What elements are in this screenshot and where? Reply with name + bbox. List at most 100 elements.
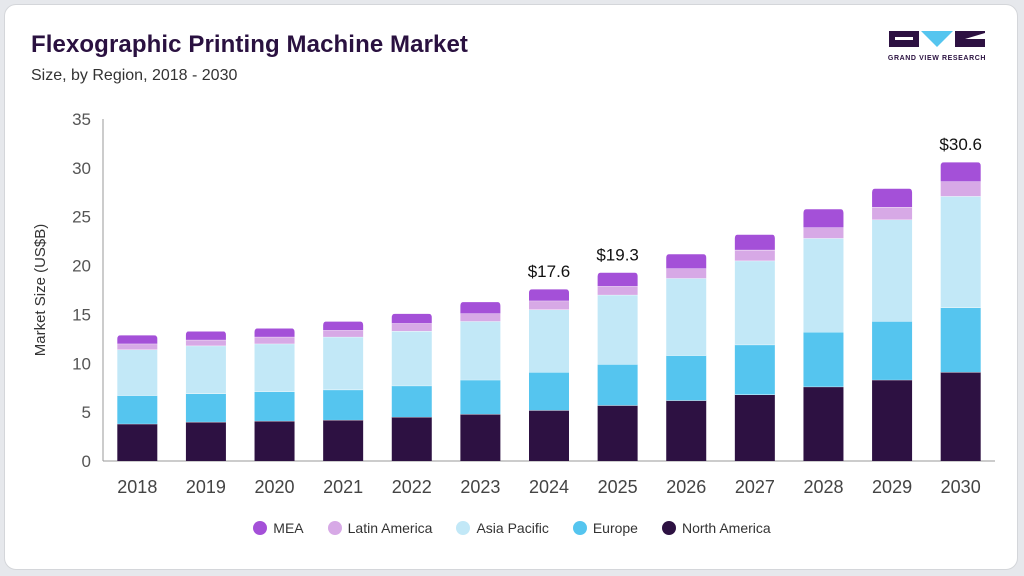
bar-segment-mea [117,334,158,344]
bar-segment-asia-pacific [117,349,158,396]
bar-segment-latin-america [597,286,638,295]
legend-item: Europe [572,520,638,536]
chart-subtitle: Size, by Region, 2018 - 2030 [31,67,238,84]
x-tick-label: 2027 [735,477,775,497]
bar-segment-north-america [460,414,501,461]
bar-segment-latin-america [529,300,569,310]
x-tick-label: 2030 [941,477,981,497]
legend-swatch [572,521,587,535]
bar-segment-north-america [323,419,364,461]
bar-segment-mea [323,321,364,331]
x-tick-label: 2025 [598,477,638,497]
bar-segment-asia-pacific [872,219,913,322]
bar-segment-asia-pacific [666,278,707,356]
data-label: $30.6 [939,135,982,154]
bar-segment-north-america [872,379,913,461]
bar-segment-europe [734,344,775,395]
bar-segment-latin-america [391,323,432,332]
bar-segment-mea [460,301,501,314]
legend-label: MEA [273,520,304,536]
bar-segment-mea [666,253,707,269]
x-tick-label: 2029 [872,477,912,497]
bar-segment-asia-pacific [323,336,364,390]
bar-segment-asia-pacific [254,343,295,392]
x-tick-label: 2019 [186,477,226,497]
legend-label: Asia Pacific [476,520,549,536]
y-tick-label: 30 [72,159,91,178]
x-tick-label: 2026 [666,477,706,497]
bar-segment-asia-pacific [529,309,569,373]
legend-swatch [253,521,268,535]
bar-segment-north-america [254,420,295,461]
bar-segment-europe [323,389,364,420]
legend-swatch [661,521,676,535]
x-tick-label: 2023 [460,477,500,497]
bar-segment-mea [872,188,913,207]
bar-segment-europe [185,393,226,422]
legend-swatch [456,521,471,535]
bar-segment-europe [254,391,295,421]
x-tick-label: 2028 [803,477,843,497]
bar-segment-latin-america [323,330,364,337]
bar-segment-latin-america [666,268,707,279]
y-tick-label: 25 [72,208,91,227]
legend-item: Latin America [327,520,433,536]
bar-segment-europe [391,385,432,418]
bar-segment-north-america [803,386,844,461]
bar-segment-asia-pacific [734,260,775,345]
bar-segment-europe [940,307,981,373]
bar-segment-asia-pacific [597,294,638,365]
x-tick-label: 2022 [392,477,432,497]
chart-legend: MEA Latin America Asia Pacific Europe North … [5,520,1017,536]
bar-segment-mea [803,208,844,228]
bar-segment-north-america [734,394,775,461]
x-tick-label: 2021 [323,477,363,497]
bar-segment-asia-pacific [460,321,501,380]
data-label: $19.3 [596,245,639,264]
bar-segment-mea [597,272,638,287]
bar-segment-north-america [940,372,981,461]
y-axis-label: Market Size (US$B) [32,224,49,357]
logo-wordmark: GRAND VIEW RESEARCH [887,55,987,62]
bar-segment-mea [254,328,295,337]
y-tick-label: 35 [72,110,91,129]
bar-segment-north-america [666,400,707,461]
bar-segment-latin-america [940,181,981,197]
legend-item: MEA [253,520,304,536]
grand-view-research-logo-icon [889,31,985,47]
data-label: $17.6 [528,262,571,281]
y-tick-label: 10 [72,354,91,373]
bar-segment-mea [529,289,569,301]
bar-segment-europe [666,355,707,401]
y-tick-label: 0 [82,452,91,471]
bar-segment-latin-america [117,343,158,350]
bar-segment-latin-america [872,206,913,220]
y-tick-label: 5 [82,403,91,422]
x-tick-label: 2020 [255,477,295,497]
bar-segment-latin-america [803,227,844,239]
bar-segment-mea [940,161,981,182]
legend-label: Europe [592,520,638,536]
chart-card: Flexographic Printing Machine Market Siz… [4,4,1018,570]
bar-segment-europe [803,332,844,387]
bar-segment-europe [117,395,158,424]
bar-segment-asia-pacific [803,238,844,333]
bar-segment-asia-pacific [391,331,432,386]
chart-title: Flexographic Printing Machine Market [31,31,469,58]
bar-segment-asia-pacific [940,196,981,308]
bar-segment-europe [872,321,913,380]
bar-segment-mea [185,331,226,340]
bar-segment-latin-america [460,313,501,322]
bar-segment-latin-america [254,336,295,344]
y-tick-label: 15 [72,305,91,324]
bar-segment-north-america [529,410,569,461]
bar-segment-north-america [185,421,226,461]
bar-segment-mea [734,234,775,250]
legend-label: Latin America [347,520,433,536]
bar-segment-latin-america [185,339,226,346]
legend-item: North America [661,520,771,536]
bar-segment-europe [597,364,638,406]
y-tick-label: 20 [72,257,91,276]
x-tick-label: 2018 [117,477,157,497]
